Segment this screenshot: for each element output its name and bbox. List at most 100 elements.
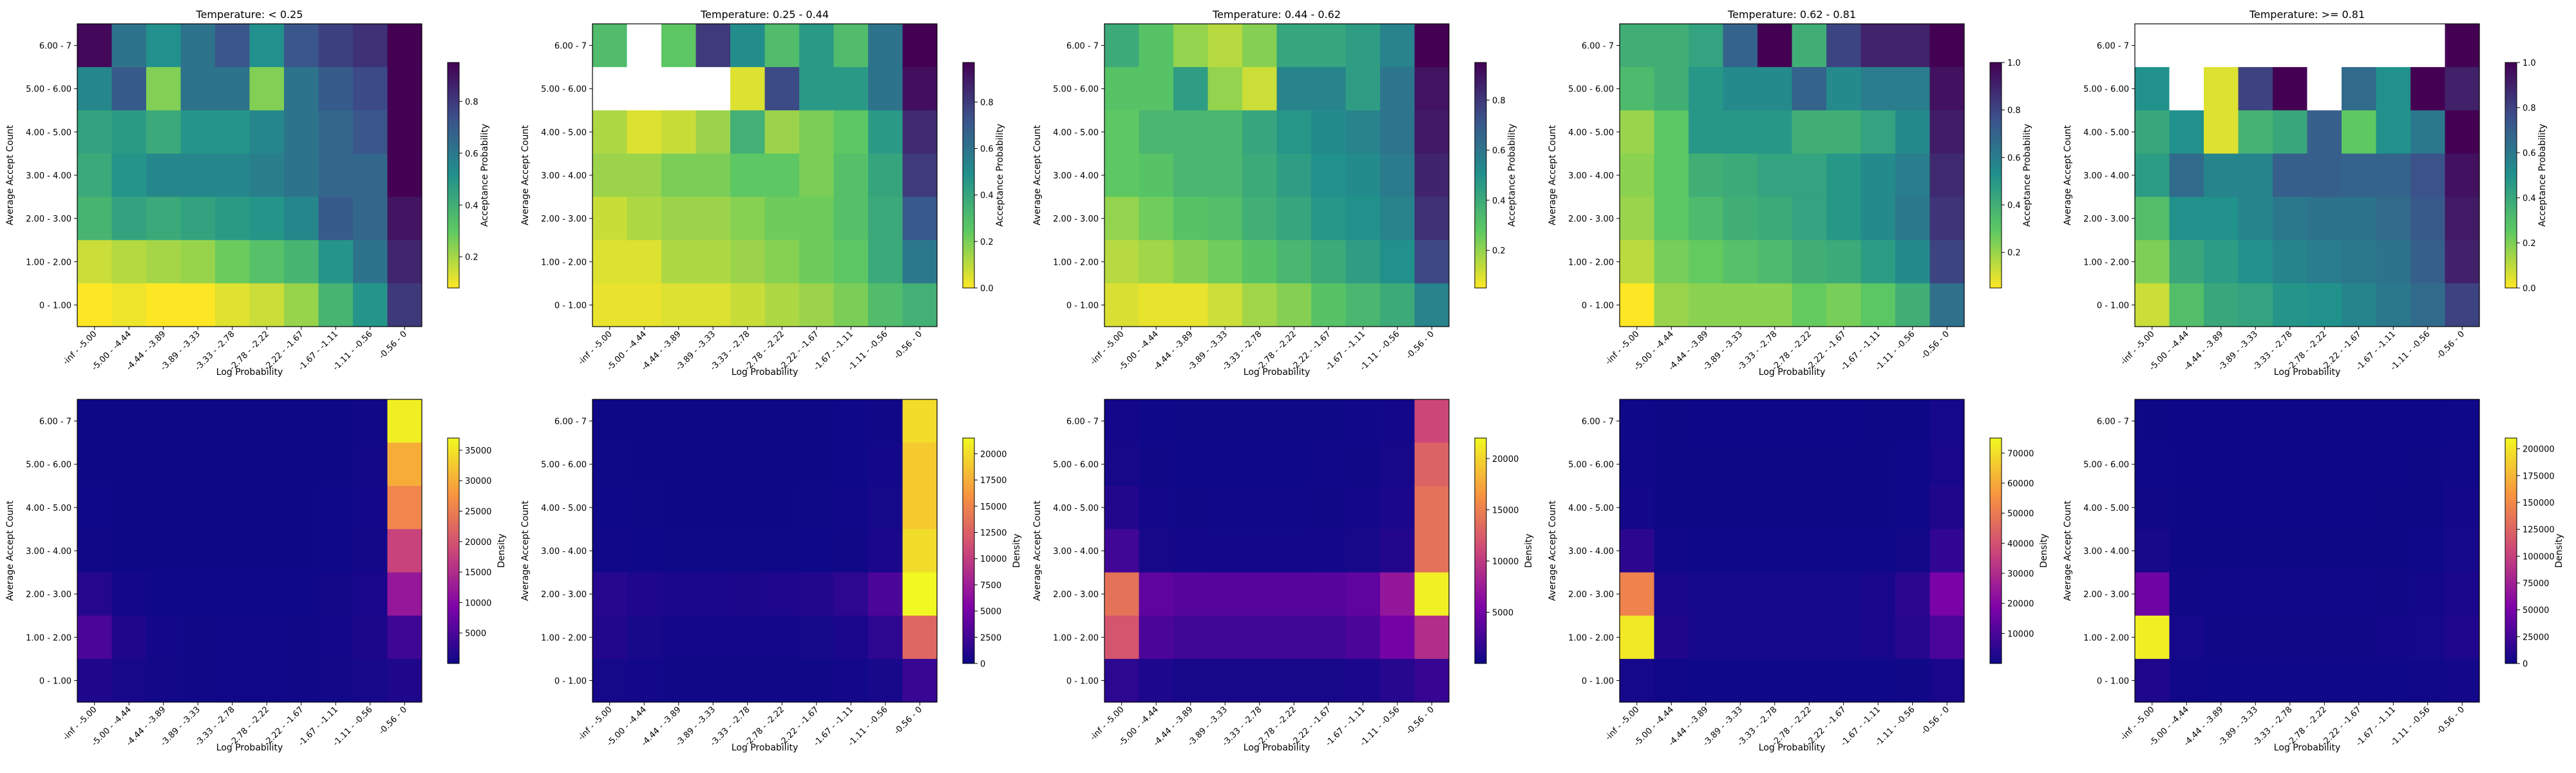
heatmap-cell [1276,240,1312,284]
heatmap-cell [1173,572,1208,616]
heatmap-cell [180,615,216,660]
y-tick-label: 1.00 - 2.00 [2083,633,2129,643]
heatmap-cell [1242,486,1277,530]
x-tick-label: -inf - -5.00 [1604,705,1641,742]
y-axis-label: Average Accept Count [1548,501,1558,601]
heatmap-cell [1414,529,1450,573]
heatmap-cell [902,67,938,111]
heatmap-cell [1792,658,1827,703]
heatmap-cell [2376,110,2411,154]
heatmap-cell [2135,196,2170,241]
heatmap-cell [1242,283,1277,327]
heatmap-cell [1689,615,1723,660]
heatmap-cell [1826,283,1861,327]
heatmap-cell [1345,67,1381,111]
colorbar [1989,437,2002,664]
heatmap-cell [868,196,903,241]
heatmap-cell [249,240,285,284]
heatmap-cell [284,572,319,616]
colorbar-tick-label: 125000 [2523,526,2555,535]
colorbar-tick-label: 20000 [2007,600,2034,609]
heatmap-cell [1620,67,1654,111]
heatmap-cell [1826,486,1861,530]
heatmap-panel-top-3: Temperature: 0.44 - 0.62 6.00 - 7 5.00 - 6… [1032,8,1517,377]
y-tick-label: 2.00 - 3.00 [26,590,71,600]
x-tick-label: -inf - -5.00 [576,705,614,742]
heatmap-cell [2307,240,2342,284]
heatmap-cell [1139,399,1174,443]
heatmap-cell [2307,529,2342,573]
heatmap-panel-top-4: Temperature: 0.62 - 0.81 6.00 - 7 5.00 - 6… [1548,8,2032,377]
heatmap-cell [1276,24,1312,68]
heatmap-cell [696,196,731,241]
heatmap-cell [2342,399,2376,443]
heatmap-cell [1380,153,1415,198]
heatmap-cell [2238,283,2273,327]
heatmap-cell [77,529,112,573]
heatmap-cell [2204,658,2239,703]
heatmap-cell [318,24,354,68]
y-tick-label: 5.00 - 6.00 [1568,85,1614,95]
heatmap-cell [2307,399,2342,443]
heatmap-cell [1861,615,1896,660]
heatmap-cell [1620,196,1654,241]
y-tick-label: 0 - 1.00 [554,676,587,686]
heatmap-cell [1276,486,1312,530]
y-tick-label: 6.00 - 7 [554,42,587,52]
y-axis-label: Average Accept Count [1548,125,1558,225]
colorbar-tick-label: 0 [980,660,985,669]
heatmap-cell [77,67,112,111]
y-tick-label: 3.00 - 4.00 [541,171,587,181]
heatmap-cell [111,24,147,68]
heatmap-cell [730,486,765,530]
heatmap-cell [1242,658,1277,703]
heatmap-cell [592,658,627,703]
heatmap-cell [1139,24,1174,68]
heatmap-cell [318,443,354,486]
y-tick-label: 6.00 - 7 [554,417,587,427]
heatmap-cell [1929,153,1965,198]
y-tick-label: 4.00 - 5.00 [1053,128,1099,138]
x-tick-label: -inf - -5.00 [2119,705,2156,742]
y-tick-label: 1.00 - 2.00 [1053,258,1099,267]
colorbar-tick-label: 0.6 [465,149,478,159]
heatmap-cell [111,486,147,530]
heatmap-cell [1242,572,1277,616]
heatmap-cell [661,283,696,327]
colorbar [2505,437,2517,664]
heatmap-cell [1139,240,1174,284]
heatmap-cell [1654,110,1689,154]
heatmap-cell [2135,24,2170,68]
x-tick-label: -inf - -5.00 [1088,705,1126,742]
heatmap-cell [111,529,147,573]
heatmap-cell [1104,443,1139,486]
heatmap-cell [318,67,354,111]
heatmap-cell [1723,486,1758,530]
heatmap-cell [1654,240,1689,284]
heatmap-cell [215,24,250,68]
heatmap-cell [1792,572,1827,616]
heatmap-cell [1242,399,1277,443]
heatmap-cell [215,196,250,241]
heatmap-cell [215,110,250,154]
y-tick-label: 1.00 - 2.00 [26,258,71,267]
heatmap-cell [764,443,800,486]
heatmap-cell [764,486,800,530]
heatmap-cell [627,67,662,111]
heatmap-cell [764,283,800,327]
heatmap-cell [902,196,938,241]
heatmap-cell [627,486,662,530]
heatmap-cell [833,658,869,703]
colorbar-tick-label: 150000 [2523,499,2555,508]
heatmap-cell [661,529,696,573]
heatmap-cell [1620,529,1654,573]
y-axis-label: Average Accept Count [2063,501,2073,601]
heatmap-cell [1311,443,1346,486]
heatmap-cell [2204,529,2239,573]
heatmap-cell [764,196,800,241]
heatmap-cell [1276,153,1312,198]
heatmap-cell [2238,67,2273,111]
heatmap-cell [2135,529,2170,573]
heatmap-cell [1208,658,1243,703]
heatmap-cell [1380,486,1415,530]
